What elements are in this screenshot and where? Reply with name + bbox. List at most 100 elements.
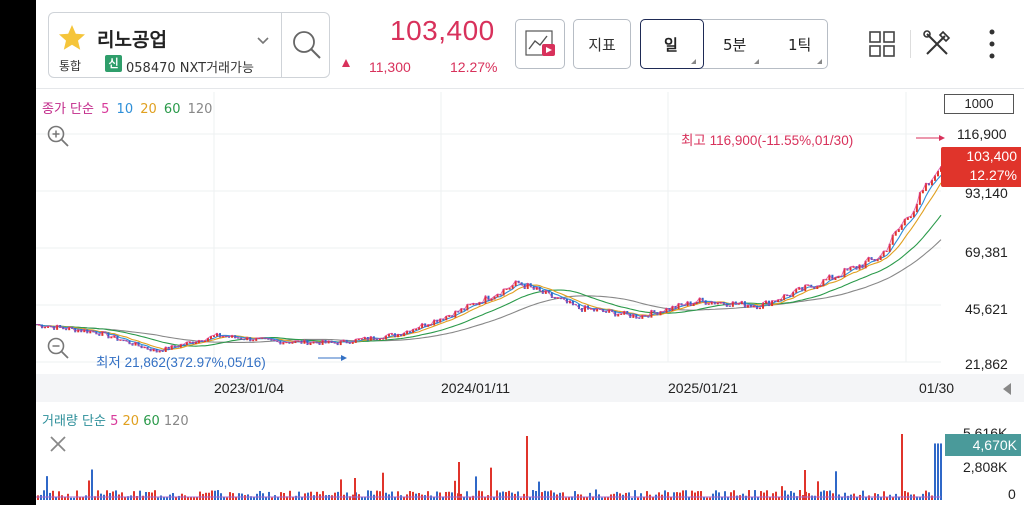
stock-selector[interactable]: 리노공업 통합 신 058470 NXT거래가능 bbox=[48, 12, 330, 78]
volume-bar bbox=[538, 481, 540, 500]
volume-bar bbox=[508, 490, 510, 500]
volume-bar bbox=[529, 497, 531, 500]
candle bbox=[834, 277, 837, 281]
candle bbox=[508, 287, 511, 290]
volume-bar bbox=[85, 495, 87, 500]
volume-bar bbox=[484, 496, 486, 500]
volume-bar bbox=[133, 491, 135, 500]
period-day[interactable]: 일 bbox=[664, 36, 678, 54]
volume-bar bbox=[175, 497, 177, 500]
volume-bar bbox=[334, 492, 336, 500]
volume-bar bbox=[745, 495, 747, 500]
volume-bar bbox=[385, 492, 387, 500]
volume-bar bbox=[763, 492, 765, 500]
scale-box[interactable]: 1000 bbox=[944, 94, 1014, 114]
volume-bar bbox=[370, 490, 372, 500]
candle bbox=[502, 288, 505, 296]
volume-bar bbox=[298, 491, 300, 500]
volume-bar bbox=[145, 492, 147, 500]
volume-bar bbox=[61, 495, 63, 500]
candle bbox=[885, 250, 888, 252]
volume-bar bbox=[442, 496, 444, 500]
candle bbox=[900, 224, 903, 230]
change-percent: 12.27% bbox=[450, 59, 498, 75]
candle bbox=[912, 211, 915, 218]
candle bbox=[590, 308, 593, 310]
candle bbox=[777, 299, 780, 303]
volume-bar bbox=[568, 497, 570, 500]
chevron-left-icon[interactable] bbox=[998, 380, 1018, 398]
favorite-star-icon[interactable] bbox=[57, 23, 87, 53]
candle bbox=[487, 295, 490, 301]
candle bbox=[222, 336, 225, 338]
zoom-out-icon[interactable] bbox=[46, 336, 70, 360]
candle bbox=[864, 260, 867, 269]
volume-bar bbox=[496, 490, 498, 500]
indicator-button[interactable]: 지표 bbox=[573, 19, 631, 69]
volume-bar bbox=[541, 492, 543, 500]
candle bbox=[780, 299, 783, 301]
volume-bar bbox=[463, 497, 465, 500]
volume-bar bbox=[403, 497, 405, 500]
volume-bar bbox=[520, 497, 522, 500]
up-arrow-icon bbox=[342, 59, 350, 67]
price-chart[interactable] bbox=[36, 0, 1024, 505]
volume-bar bbox=[400, 495, 402, 500]
volume-bar bbox=[493, 496, 495, 500]
volume-bar bbox=[472, 495, 474, 500]
volume-bar bbox=[43, 490, 45, 500]
volume-bar bbox=[697, 491, 699, 500]
candle bbox=[671, 305, 674, 311]
candle bbox=[792, 291, 795, 297]
volume-bar bbox=[907, 492, 909, 500]
candle bbox=[532, 286, 535, 290]
close-icon[interactable] bbox=[48, 434, 68, 454]
chart-type-button[interactable] bbox=[515, 19, 565, 69]
more-vertical-icon[interactable] bbox=[986, 27, 998, 61]
period-5min[interactable]: 5분 bbox=[723, 36, 747, 54]
candle bbox=[578, 304, 580, 310]
volume-bar bbox=[127, 496, 129, 500]
volume-bar bbox=[616, 491, 618, 500]
volume-bar bbox=[694, 492, 696, 500]
candle bbox=[378, 338, 381, 341]
period-1tick[interactable]: 1틱 bbox=[788, 36, 812, 54]
x-axis-bar bbox=[36, 374, 1024, 402]
volume-bar bbox=[754, 490, 756, 500]
layout-grid-icon[interactable] bbox=[868, 30, 896, 58]
volume-bar bbox=[898, 496, 900, 500]
candle bbox=[393, 333, 396, 338]
candle bbox=[454, 310, 457, 318]
zoom-in-icon[interactable] bbox=[46, 124, 70, 148]
candle bbox=[888, 243, 891, 252]
volume-bar bbox=[205, 492, 207, 500]
candle bbox=[234, 335, 237, 339]
volume-bar bbox=[709, 497, 711, 500]
volume-bar bbox=[268, 491, 270, 500]
candle bbox=[209, 335, 212, 340]
candle bbox=[798, 287, 801, 290]
chevron-down-icon[interactable] bbox=[256, 36, 270, 46]
volume-bar bbox=[211, 490, 213, 500]
volume-bar bbox=[109, 492, 111, 500]
candle bbox=[571, 300, 574, 306]
volume-bar bbox=[310, 491, 312, 500]
candle bbox=[363, 337, 366, 340]
tools-icon[interactable] bbox=[921, 28, 953, 60]
volume-bar bbox=[778, 497, 780, 500]
volume-legend: 거래량 단순 5 20 60 120 bbox=[42, 410, 189, 429]
search-icon[interactable] bbox=[291, 29, 323, 61]
candle bbox=[701, 297, 704, 302]
candle bbox=[783, 294, 786, 301]
volume-bar bbox=[295, 495, 297, 500]
candle bbox=[306, 339, 309, 346]
volume-bar bbox=[217, 490, 219, 500]
volume-bar bbox=[475, 476, 477, 500]
candle bbox=[822, 279, 825, 287]
candle bbox=[354, 339, 357, 343]
volume-bar bbox=[565, 497, 567, 500]
candle bbox=[478, 302, 481, 306]
candle bbox=[768, 300, 771, 307]
candle bbox=[418, 327, 421, 330]
candle bbox=[891, 234, 894, 245]
